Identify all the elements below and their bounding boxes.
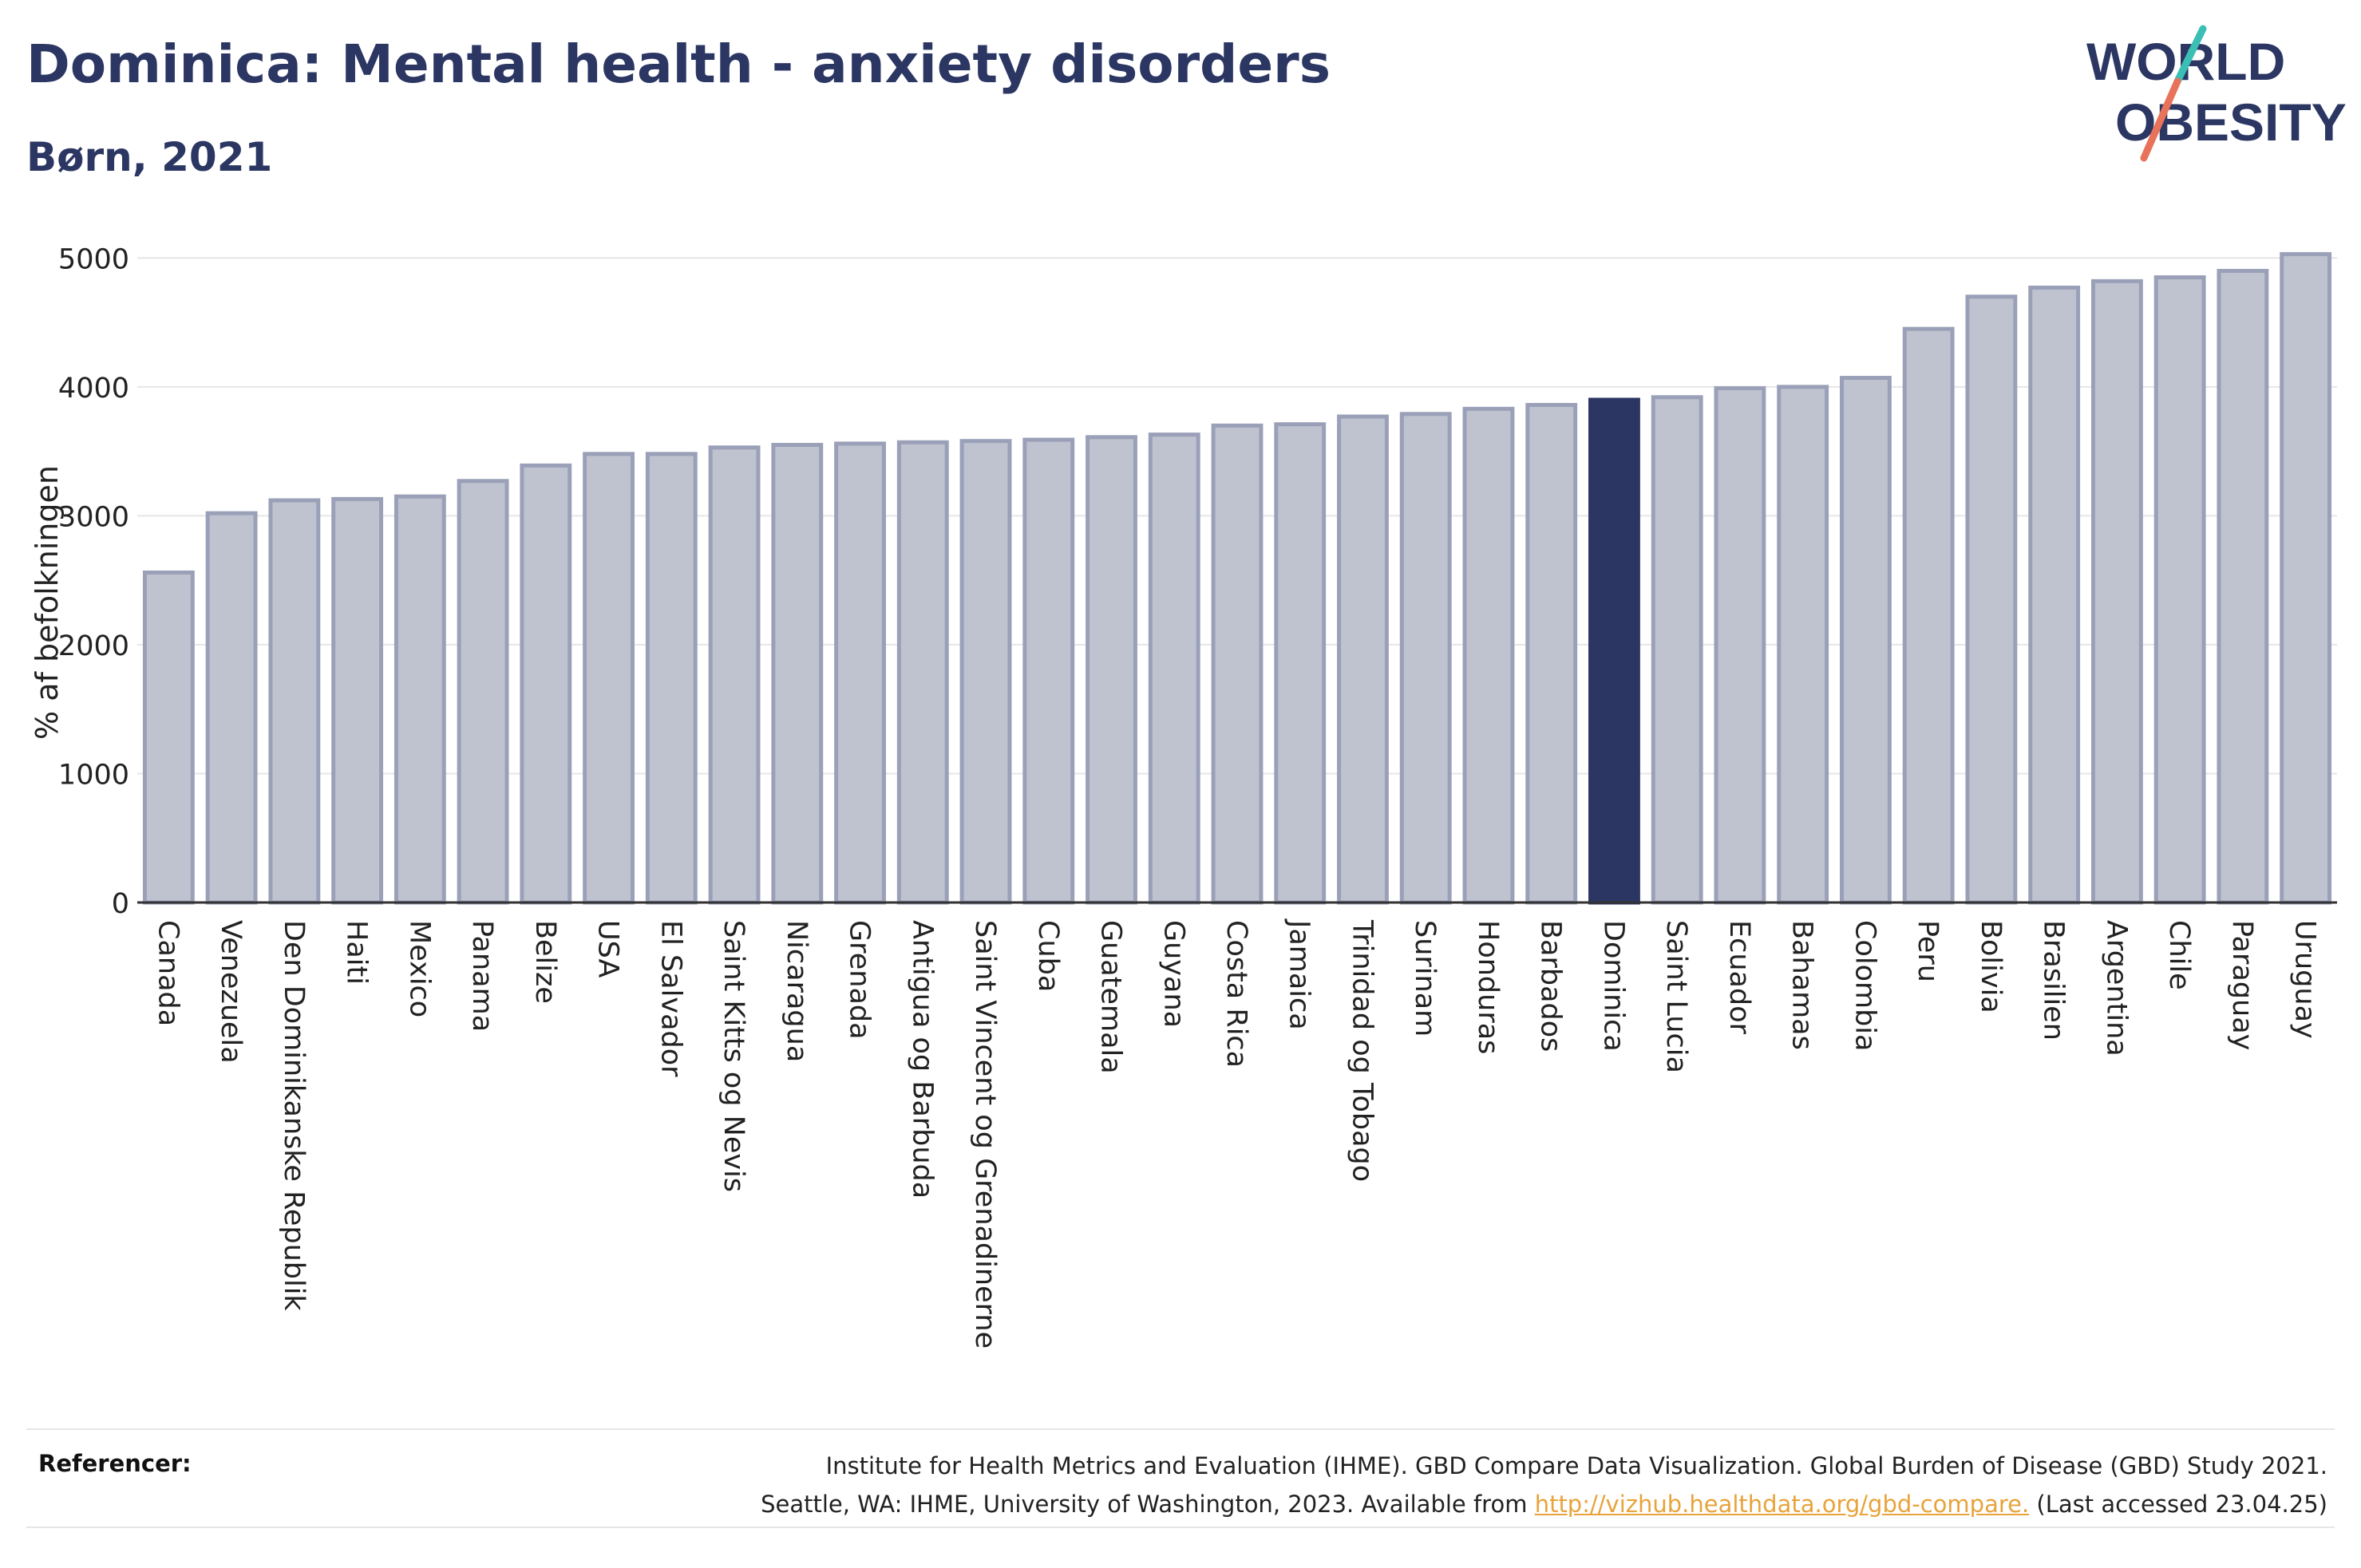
x-tick-label: Chile xyxy=(2163,920,2195,990)
x-tick-label: Uruguay xyxy=(2289,920,2321,1039)
bar-paraguay xyxy=(2217,268,2269,905)
chart-subtitle: Børn, 2021 xyxy=(26,134,273,180)
x-tick-labels: Canada Venezuela Den Dominikanske Republik… xyxy=(152,918,2320,1349)
bar-argentina xyxy=(2090,278,2143,905)
bar-nicaragua xyxy=(771,443,824,905)
x-tick-label: Belize xyxy=(529,920,561,1004)
bar-mexico xyxy=(394,494,446,905)
x-tick-label: Grenada xyxy=(844,920,876,1040)
bar-colombia xyxy=(1840,376,1892,905)
x-tick-label: Brasilien xyxy=(2038,920,2070,1041)
bar-guyana xyxy=(1148,432,1200,905)
x-tick-label: Guyana xyxy=(1157,920,1189,1028)
bar-chart: 0 1000 2000 3000 4000 5000 Canada Venezuela Den… xyxy=(30,243,2337,1349)
bar-peru xyxy=(1902,326,1955,905)
x-tick-label: Nicaragua xyxy=(781,920,813,1062)
reference-link[interactable]: http://vizhub.healthdata.org/gbd-compare… xyxy=(1534,1491,2030,1518)
x-tick-label: Colombia xyxy=(1849,920,1880,1051)
footer-divider-bottom xyxy=(26,1527,2335,1528)
reference-line-1: Institute for Health Metrics and Evaluat… xyxy=(825,1452,2327,1479)
x-tick-label: Ecuador xyxy=(1723,920,1755,1035)
x-tick-label: Peru xyxy=(1912,920,1944,982)
x-tick-label: USA xyxy=(592,920,624,978)
bar-den-dominikanske-republik xyxy=(268,498,321,905)
bar-saint-lucia xyxy=(1651,395,1703,905)
bar-surinam xyxy=(1399,412,1452,905)
bar-panama xyxy=(457,479,509,905)
logo-slash-teal xyxy=(2173,25,2207,85)
x-tick-label: Trinidad og Tobago xyxy=(1346,919,1378,1182)
bar-usa xyxy=(583,452,635,905)
x-tick-label: Dominica xyxy=(1597,920,1629,1052)
x-tick-label: Barbados xyxy=(1535,920,1567,1052)
x-tick-label: Jamaica xyxy=(1283,918,1315,1030)
x-tick-label: Antigua og Barbuda xyxy=(906,920,938,1199)
bar-cuba xyxy=(1022,437,1075,905)
bars xyxy=(142,251,2332,905)
x-tick-label: Bolivia xyxy=(1975,920,2007,1013)
x-tick-label: Guatemala xyxy=(1095,920,1127,1074)
world-obesity-logo: WORLD OBESITY xyxy=(2086,25,2347,162)
x-tick-label: Panama xyxy=(466,920,498,1032)
bar-el-salvador xyxy=(645,452,698,905)
y-tick-label: 2000 xyxy=(58,630,129,662)
reference-line-2-suffix: (Last accessed 23.04.25) xyxy=(2029,1491,2327,1518)
x-tick-label: Saint Kitts og Nevis xyxy=(718,920,749,1192)
y-tick-labels: 0 1000 2000 3000 4000 5000 xyxy=(58,243,129,920)
bar-saint-kitts-og-nevis xyxy=(708,445,761,905)
bar-antigua-og-barbuda xyxy=(896,440,949,905)
references-text: Institute for Health Metrics and Evaluat… xyxy=(332,1447,2327,1523)
bar-dominica xyxy=(1588,397,1640,905)
bar-costa-rica xyxy=(1211,423,1264,905)
bar-chile xyxy=(2153,275,2206,905)
x-tick-label: Saint Lucia xyxy=(1660,920,1692,1073)
x-tick-label: Cuba xyxy=(1032,920,1064,992)
y-tick-label: 1000 xyxy=(58,759,129,791)
bar-bahamas xyxy=(1777,385,1829,905)
y-axis-label: % af befolkningen xyxy=(30,465,65,740)
bar-brasilien xyxy=(2028,285,2081,905)
x-tick-label: Surinam xyxy=(1409,920,1441,1037)
bar-bolivia xyxy=(1965,294,2018,905)
chart-title: Dominica: Mental health - anxiety disord… xyxy=(26,34,1331,95)
x-tick-label: Bahamas xyxy=(1786,920,1818,1050)
x-tick-label: Haiti xyxy=(341,920,373,985)
bar-canada xyxy=(142,570,195,905)
footer-divider-top xyxy=(26,1428,2335,1430)
bar-grenada xyxy=(834,441,886,905)
reference-line-2-prefix: Seattle, WA: IHME, University of Washing… xyxy=(761,1491,1535,1518)
x-tick-label: Paraguay xyxy=(2226,920,2258,1050)
bar-haiti xyxy=(331,496,384,905)
logo-slash-coral xyxy=(2140,77,2181,162)
references-label: Referencer: xyxy=(38,1450,192,1477)
y-tick-label: 4000 xyxy=(58,373,129,405)
bar-venezuela xyxy=(205,511,258,905)
y-tick-label: 5000 xyxy=(58,243,129,275)
x-tick-label: Saint Vincent og Grenadinerne xyxy=(969,920,1001,1349)
x-tick-label: El Salvador xyxy=(655,920,686,1077)
x-tick-label: Canada xyxy=(152,920,184,1026)
bar-uruguay xyxy=(2280,251,2332,905)
bar-jamaica xyxy=(1274,422,1327,905)
x-tick-label: Costa Rica xyxy=(1220,920,1252,1068)
bar-guatemala xyxy=(1086,435,1137,905)
bar-saint-vincent-og-grenadinerne xyxy=(959,439,1012,905)
bar-trinidad-og-tobago xyxy=(1337,414,1389,905)
x-tick-label: Honduras xyxy=(1472,920,1504,1054)
x-tick-label: Venezuela xyxy=(215,920,247,1064)
bar-belize xyxy=(520,463,572,905)
bar-barbados xyxy=(1525,402,1578,905)
x-tick-label: Mexico xyxy=(403,920,435,1017)
x-tick-label: Argentina xyxy=(2100,920,2132,1057)
y-tick-label: 3000 xyxy=(58,501,129,533)
y-tick-label: 0 xyxy=(112,888,129,920)
bar-honduras xyxy=(1462,406,1515,905)
x-tick-label: Den Dominikanske Republik xyxy=(278,920,310,1311)
bar-ecuador xyxy=(1714,385,1766,905)
